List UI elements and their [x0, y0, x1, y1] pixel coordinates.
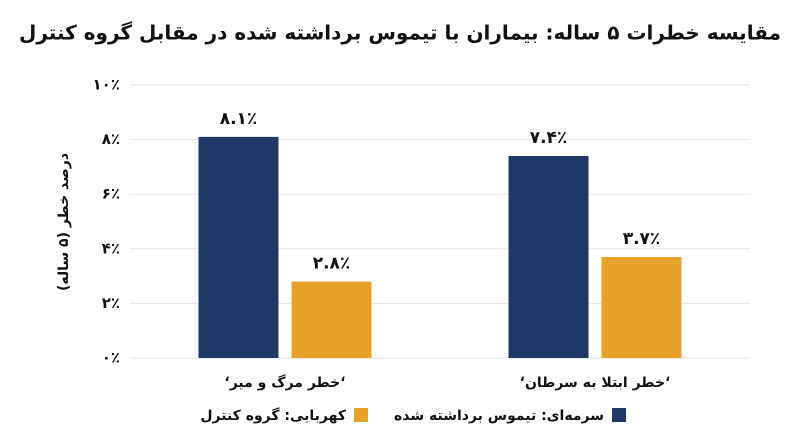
- legend-label: کهربایی: گروه کنترل: [200, 407, 346, 424]
- y-tick-label: ۰٪: [102, 349, 120, 367]
- bar: [198, 136, 279, 358]
- bar: [601, 256, 682, 358]
- value-label: ۳.۷٪: [623, 229, 661, 249]
- y-axis-title: درصد خطر (۵ ساله): [56, 153, 72, 291]
- legend-swatch: [612, 408, 626, 422]
- y-tick-label: ۶٪: [102, 185, 120, 203]
- y-tick-label: ۸٪: [102, 130, 120, 148]
- x-tick-label: ‘خطر ابتلا به سرطان‘: [520, 375, 671, 391]
- value-label: ۸.۱٪: [220, 109, 258, 129]
- value-label: ۲.۸٪: [313, 254, 351, 274]
- y-tick-label: ۱۰٪: [93, 76, 120, 94]
- y-tick-label: ۴٪: [102, 239, 120, 257]
- legend-swatch: [354, 408, 369, 422]
- bar: [508, 155, 589, 358]
- legend-label: سرمه‌ای: تیموس برداشته شده: [394, 408, 604, 424]
- value-label: ۷.۴٪: [530, 128, 568, 148]
- y-tick-label: ۲٪: [102, 294, 120, 312]
- x-tick-label: ‘خطر مرگ و میر‘: [224, 374, 345, 391]
- bar: [291, 281, 372, 358]
- chart-title: مقایسه خطرات ۵ ساله: بیماران با تیموس بر…: [19, 21, 781, 45]
